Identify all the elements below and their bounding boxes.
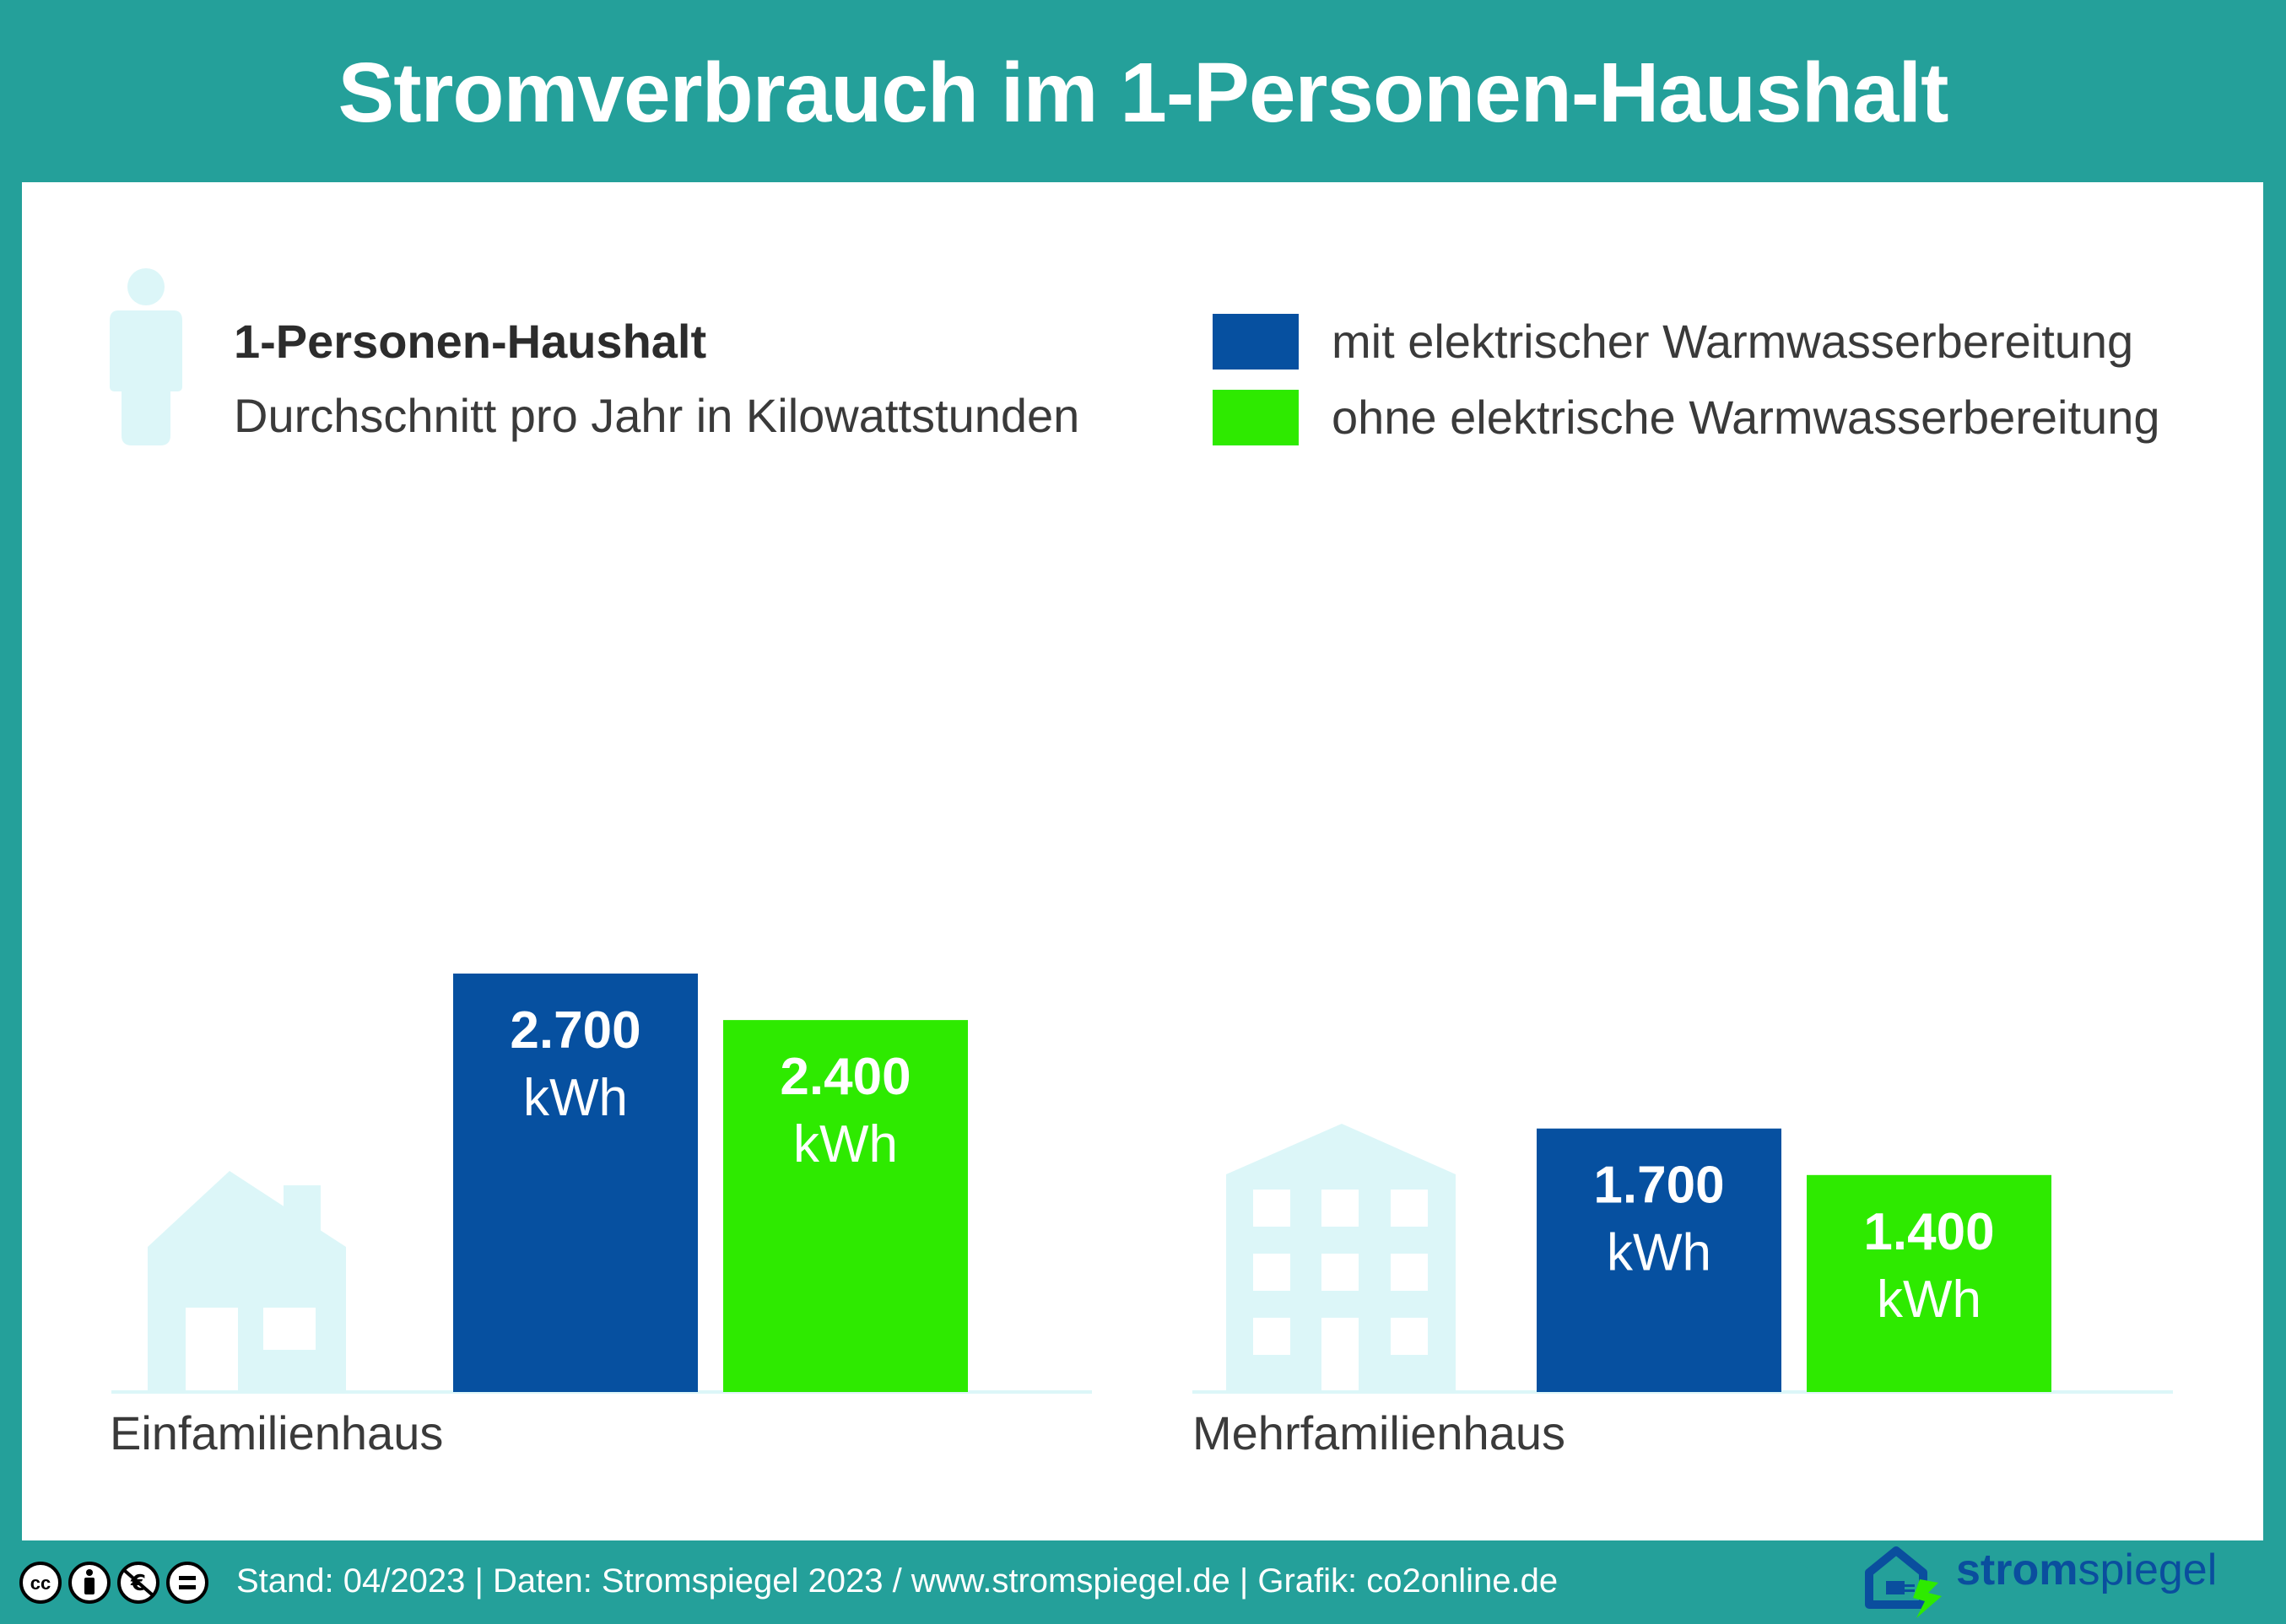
bar-unit-label: kWh (523, 1069, 628, 1127)
legend-swatch-mit (1213, 314, 1299, 370)
cc-icon: cc (19, 1562, 62, 1604)
legend-subtitle: Durchschnitt pro Jahr in Kilowattstunden (234, 389, 1080, 442)
bar-value-label: 1.700 (1593, 1157, 1724, 1215)
nd-icon (166, 1562, 208, 1604)
license-icons: cc € (19, 1562, 208, 1604)
footer-bar (0, 1540, 1865, 1624)
stromspiegel-logo-icon (1865, 1546, 1942, 1618)
legend-label-ohne: ohne elektrische Warmwasserbereitung (1332, 391, 2160, 444)
bar-mit-einfamilienhaus (453, 974, 698, 1392)
bar-value-label: 2.700 (510, 1001, 640, 1060)
bar-ohne-mehrfamilienhaus (1807, 1174, 2051, 1392)
legend-label-mit: mit elektrischer Warmwasserbereitung (1332, 315, 2134, 368)
bar-unit-label: kWh (793, 1115, 898, 1173)
svg-text:cc: cc (30, 1573, 51, 1594)
bar-unit-label: kWh (1877, 1271, 1981, 1329)
category-label-mehrfamilienhaus: Mehrfamilienhaus (1192, 1406, 1565, 1459)
page-title: Stromverbrauch im 1-Personen-Haushalt (338, 46, 1949, 140)
nc-icon: € (117, 1562, 159, 1604)
stromspiegel-logo-text: stromspiegel (1956, 1540, 2217, 1600)
apartment-building-icon (1226, 1124, 1456, 1392)
bar-ohne-einfamilienhaus (723, 1020, 968, 1392)
bar-mit-mehrfamilienhaus (1537, 1128, 1781, 1392)
logo-text-bold: strom (1956, 1546, 2078, 1594)
by-icon (68, 1562, 111, 1604)
person-icon (110, 268, 182, 445)
legend-swatch-ohne (1213, 390, 1299, 445)
single-family-house-icon (148, 1171, 346, 1392)
logo-text-regular: spiegel (2078, 1546, 2218, 1594)
footer-text: Stand: 04/2023 | Daten: Stromspiegel 202… (236, 1562, 1559, 1600)
category-label-einfamilienhaus: Einfamilienhaus (110, 1406, 443, 1459)
bar-unit-label: kWh (1607, 1224, 1711, 1282)
bar-value-label: 1.400 (1863, 1203, 1994, 1261)
bar-value-label: 2.400 (780, 1048, 911, 1106)
legend-title: 1-Personen-Haushalt (234, 315, 707, 368)
